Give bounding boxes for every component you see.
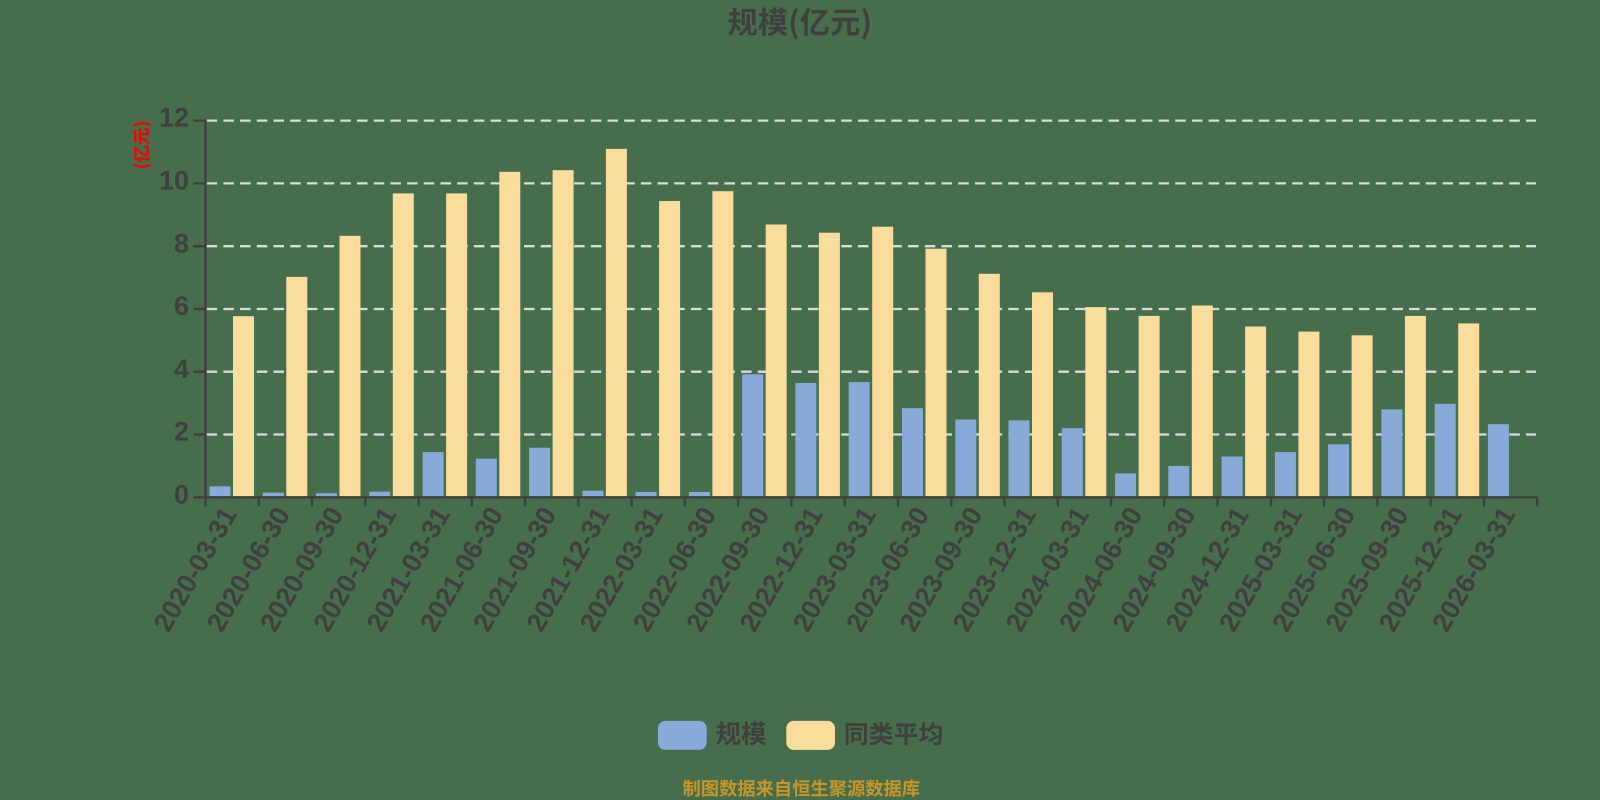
svg-text:2: 2 (174, 417, 189, 447)
svg-text:4: 4 (174, 354, 189, 384)
svg-text:10: 10 (159, 166, 189, 196)
svg-text:8: 8 (174, 228, 189, 258)
svg-text:0: 0 (174, 479, 189, 509)
svg-text:12: 12 (159, 103, 189, 133)
svg-text:6: 6 (174, 291, 189, 321)
